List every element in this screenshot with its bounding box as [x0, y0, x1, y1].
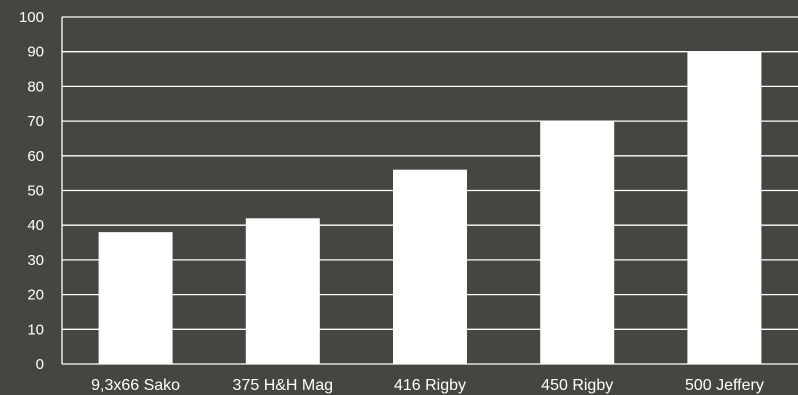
y-axis-tick-labels: 0 10 20 30 40 50 60 70 80 90 100: [19, 9, 44, 373]
y-tick-label: 30: [27, 252, 44, 269]
axes: [61, 17, 798, 365]
y-tick-label: 100: [19, 9, 44, 26]
y-tick-label: 60: [27, 148, 44, 165]
x-category-label: 416 Rigby: [394, 377, 466, 394]
y-tick-label: 10: [27, 321, 44, 338]
x-category-label: 450 Rigby: [541, 377, 613, 394]
x-category-label: 500 Jeffery: [685, 377, 764, 394]
bars: [98, 51, 762, 364]
y-tick-label: 80: [27, 78, 44, 95]
y-tick-label: 0: [36, 356, 44, 373]
y-tick-label: 40: [27, 217, 44, 234]
bar: [540, 121, 615, 364]
bar: [245, 218, 320, 364]
bar: [98, 232, 173, 364]
y-tick-label: 90: [27, 44, 44, 61]
bar: [393, 169, 467, 364]
bar: [687, 51, 762, 364]
x-axis-category-labels: 9,3x66 Sako 375 H&H Mag 416 Rigby 450 Rigby…: [91, 377, 764, 394]
x-category-label: 375 H&H Mag: [233, 377, 334, 394]
x-category-label: 9,3x66 Sako: [91, 377, 180, 394]
y-tick-label: 50: [27, 183, 44, 200]
y-tick-label: 20: [27, 287, 44, 304]
y-tick-label: 70: [27, 113, 44, 130]
